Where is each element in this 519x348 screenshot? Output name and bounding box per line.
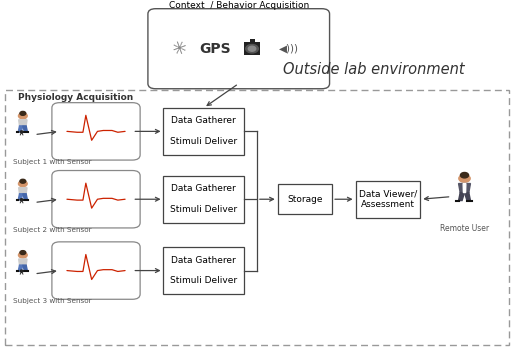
Bar: [356, 181, 420, 218]
Text: Storage: Storage: [287, 195, 323, 204]
FancyBboxPatch shape: [52, 171, 140, 228]
Text: Context  / Behavior Acquisition: Context / Behavior Acquisition: [169, 1, 309, 10]
Text: Subject 3 with Sensor: Subject 3 with Sensor: [13, 298, 91, 304]
Polygon shape: [18, 265, 23, 271]
Polygon shape: [18, 126, 23, 132]
Polygon shape: [18, 194, 23, 200]
Circle shape: [460, 173, 469, 178]
Text: Data Gatherer

Stimuli Deliver: Data Gatherer Stimuli Deliver: [170, 117, 237, 146]
Polygon shape: [459, 192, 465, 200]
Text: Data Gatherer

Stimuli Deliver: Data Gatherer Stimuli Deliver: [170, 184, 237, 214]
Polygon shape: [463, 183, 466, 192]
Polygon shape: [23, 265, 28, 271]
FancyBboxPatch shape: [148, 9, 330, 89]
Circle shape: [19, 181, 27, 187]
Circle shape: [20, 111, 26, 115]
Bar: [163, 247, 244, 294]
Text: Subject 1 with Sensor: Subject 1 with Sensor: [13, 159, 91, 165]
Circle shape: [20, 251, 26, 254]
Polygon shape: [19, 259, 27, 265]
Circle shape: [246, 45, 258, 53]
Bar: [250, 39, 254, 42]
Bar: [278, 184, 332, 214]
Text: Data Gatherer

Stimuli Deliver: Data Gatherer Stimuli Deliver: [170, 256, 237, 285]
Circle shape: [19, 113, 27, 119]
Circle shape: [459, 175, 470, 182]
Circle shape: [19, 252, 27, 258]
Polygon shape: [23, 194, 28, 200]
Polygon shape: [19, 188, 27, 194]
Circle shape: [20, 199, 23, 201]
Text: Remote User: Remote User: [440, 224, 489, 234]
Bar: [163, 176, 244, 223]
Bar: [244, 42, 261, 55]
Text: Subject 2 with Sensor: Subject 2 with Sensor: [13, 227, 91, 233]
Polygon shape: [19, 120, 27, 126]
Circle shape: [248, 46, 256, 51]
Bar: [163, 108, 244, 155]
Polygon shape: [23, 126, 28, 132]
Circle shape: [20, 131, 23, 133]
Text: Outside lab environment: Outside lab environment: [283, 62, 465, 77]
Circle shape: [20, 270, 23, 272]
FancyBboxPatch shape: [52, 242, 140, 299]
Text: ◀))): ◀))): [279, 44, 298, 54]
Text: Physiology Acquisition: Physiology Acquisition: [18, 93, 133, 102]
Polygon shape: [459, 183, 470, 192]
FancyBboxPatch shape: [52, 103, 140, 160]
Polygon shape: [465, 192, 470, 200]
Text: GPS: GPS: [200, 42, 231, 56]
Circle shape: [20, 179, 26, 183]
Text: Data Viewer/
Assessment: Data Viewer/ Assessment: [359, 190, 417, 209]
Text: ✳: ✳: [170, 38, 191, 60]
